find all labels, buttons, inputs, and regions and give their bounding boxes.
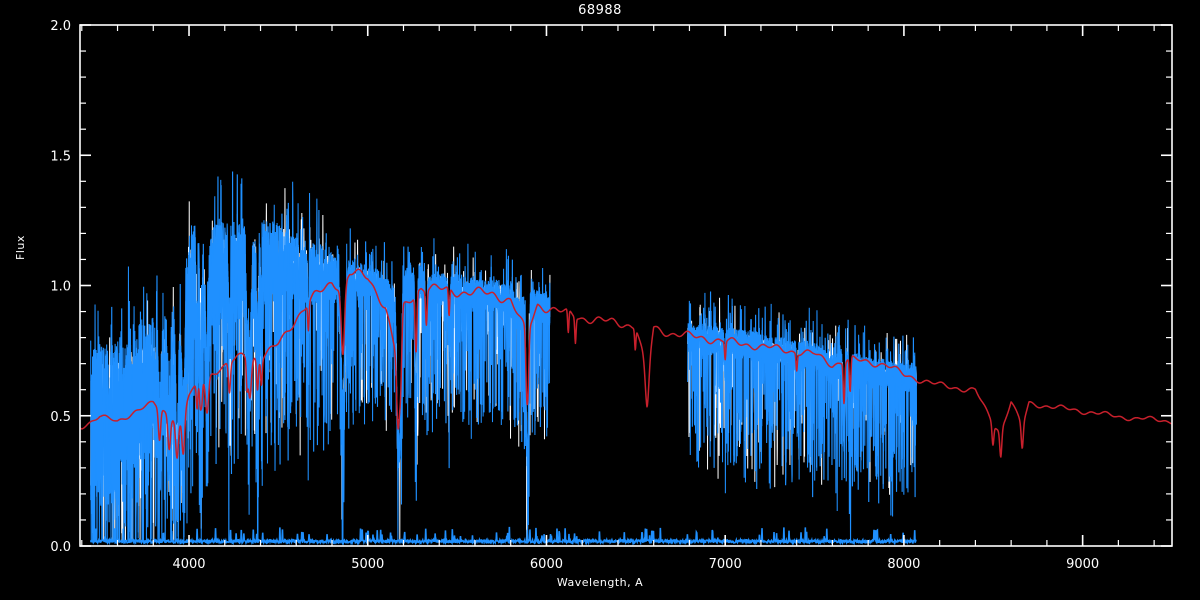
y-tick-label: 1.5 (50, 149, 71, 164)
x-tick-label: 7000 (709, 557, 742, 572)
tick-labels: 4000 5000 6000 7000 8000 9000 0.0 0.5 1.0 1.5 2.0 (50, 19, 1099, 572)
x-tick-label: 4000 (172, 557, 205, 572)
y-tick-label: 2.0 (50, 19, 71, 34)
x-tick-label: 9000 (1066, 557, 1099, 572)
y-tick-label: 0.5 (50, 410, 71, 425)
error-trace (89, 526, 917, 546)
y-tick-label: 0.0 (50, 540, 71, 555)
y-tick-label: 1.0 (50, 280, 71, 295)
overlay-spectrum-trace (90, 179, 551, 542)
model-spectrum-trace (79, 268, 1173, 459)
x-tick-label: 8000 (887, 557, 920, 572)
x-tick-label: 5000 (351, 557, 384, 572)
x-tick-label: 6000 (530, 557, 563, 572)
data-traces (79, 171, 1173, 546)
overlay-spectrum-trace (687, 292, 917, 517)
x-axis-label: Wavelength, A (556, 576, 644, 589)
page-title: 68988 (578, 3, 622, 18)
axes-frame (79, 24, 1173, 547)
